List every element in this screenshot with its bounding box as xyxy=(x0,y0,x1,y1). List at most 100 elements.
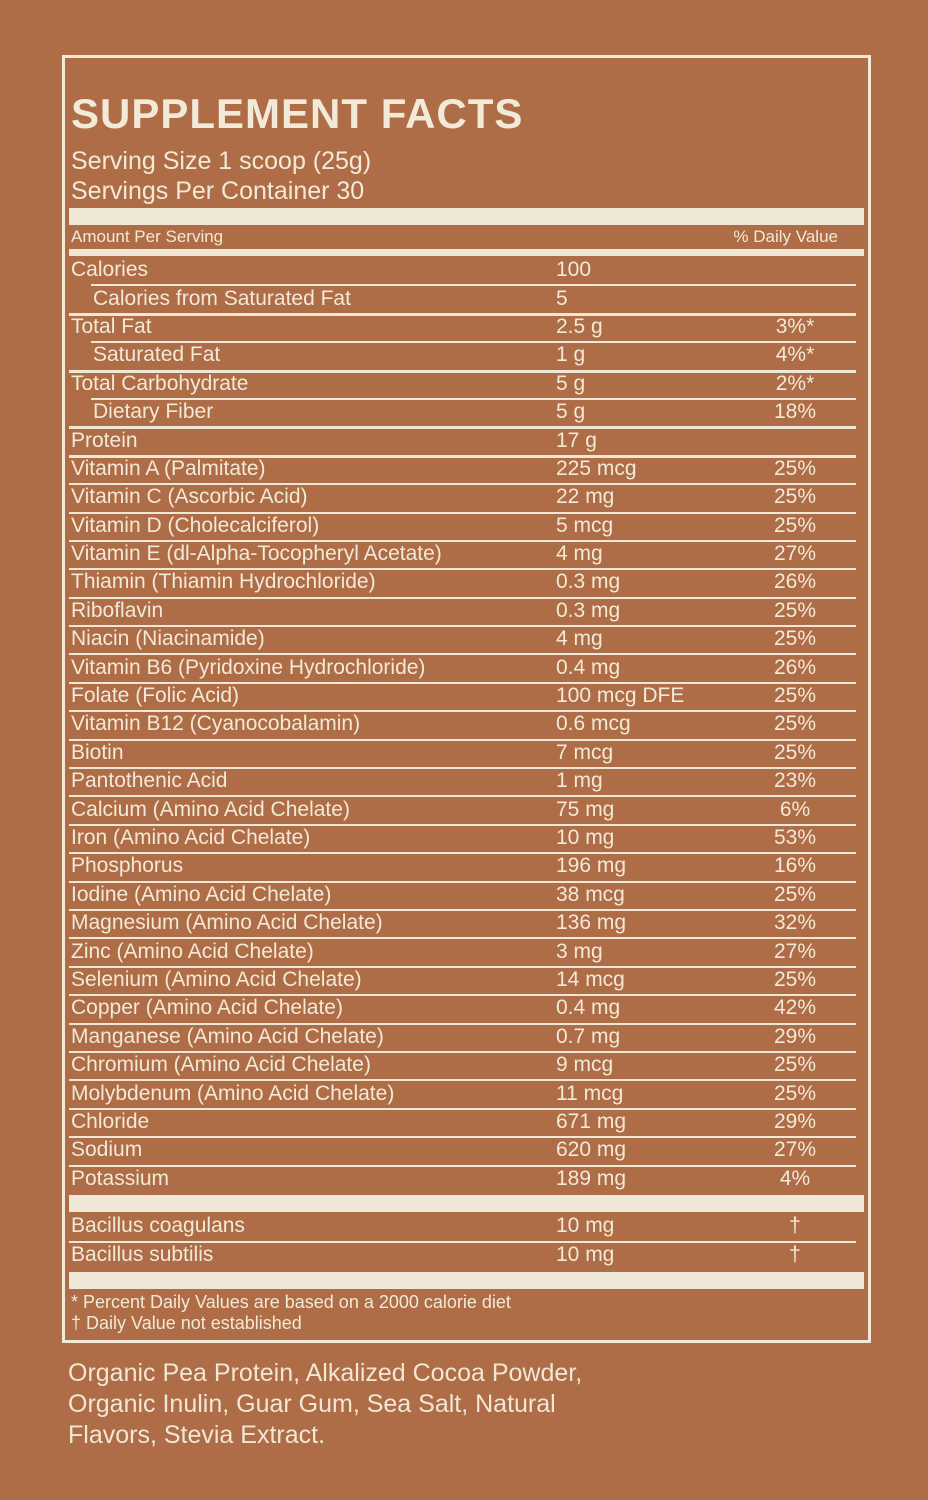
footnote-daily-value-not-established: † Daily Value not established xyxy=(71,1312,302,1333)
nutrient-daily-value: 23% xyxy=(773,769,817,793)
column-header-row: Amount Per Serving % Daily Value xyxy=(69,225,864,249)
table-row: Chloride 671 mg 29% xyxy=(69,1107,864,1136)
table-row: Iodine (Amino Acid Chelate) 38 mcg 25% xyxy=(69,880,864,909)
nutrient-amount: 620 mg xyxy=(556,1138,627,1162)
nutrient-name: Vitamin C (Ascorbic Acid) xyxy=(71,485,308,509)
table-row: Vitamin B6 (Pyridoxine Hydrochloride) 0.… xyxy=(69,653,864,681)
table-row: Vitamin B12 (Cyanocobalamin) 0.6 mcg 25% xyxy=(69,710,864,738)
nutrient-daily-value: 25% xyxy=(773,627,817,651)
nutrient-name: Vitamin A (Palmitate) xyxy=(71,456,266,480)
table-row: Sodium 620 mg 27% xyxy=(69,1136,864,1164)
nutrient-amount: 189 mg xyxy=(556,1166,627,1190)
table-row: Dietary Fiber 5 g 18% xyxy=(69,397,864,426)
nutrient-amount: 0.3 mg xyxy=(556,598,621,622)
nutrient-name: Chloride xyxy=(71,1109,150,1133)
nutrient-amount: 3 mg xyxy=(556,939,603,963)
table-row: Manganese (Amino Acid Chelate) 0.7 mg 29… xyxy=(69,1022,864,1051)
nutrient-daily-value: 26% xyxy=(773,655,817,679)
nutrient-daily-value: † xyxy=(789,1243,801,1267)
nutrient-name: Phosphorus xyxy=(71,854,184,878)
nutrient-name: Vitamin B12 (Cyanocobalamin) xyxy=(71,712,361,736)
nutrient-name: Saturated Fat xyxy=(93,343,221,367)
nutrient-daily-value: 42% xyxy=(773,996,817,1020)
table-row: Vitamin C (Ascorbic Acid) 22 mg 25% xyxy=(69,483,864,511)
nutrient-daily-value: 25% xyxy=(773,967,817,991)
table-row: Copper (Amino Acid Chelate) 0.4 mg 42% xyxy=(69,994,864,1022)
nutrient-amount: 0.4 mg xyxy=(556,996,621,1020)
nutrient-amount: 38 mcg xyxy=(556,882,625,906)
nutrient-daily-value: 18% xyxy=(773,400,817,424)
nutrient-name: Folate (Folic Acid) xyxy=(71,684,240,708)
daily-value-label: % Daily Value xyxy=(733,227,838,246)
nutrient-amount: 14 mcg xyxy=(556,967,625,991)
nutrient-daily-value: 25% xyxy=(773,712,817,736)
nutrient-amount: 225 mcg xyxy=(556,456,637,480)
nutrient-daily-value: 29% xyxy=(773,1024,817,1048)
nutrient-daily-value: 25% xyxy=(773,598,817,622)
nutrient-amount: 7 mcg xyxy=(556,740,614,764)
nutrient-name: Pantothenic Acid xyxy=(71,769,228,793)
nutrient-name: Calcium (Amino Acid Chelate) xyxy=(71,797,350,821)
nutrient-name: Chromium (Amino Acid Chelate) xyxy=(71,1053,371,1077)
nutrient-name: Calories from Saturated Fat xyxy=(93,286,351,310)
table-row: Total Carbohydrate 5 g 2%* xyxy=(69,369,864,398)
supplement-facts-panel: SUPPLEMENT FACTS Serving Size 1 scoop (2… xyxy=(62,55,871,1343)
table-row: Chromium (Amino Acid Chelate) 9 mcg 25% xyxy=(69,1050,864,1079)
nutrient-name: Calories xyxy=(71,258,149,282)
nutrient-amount: 0.6 mcg xyxy=(556,712,631,736)
panel-title: SUPPLEMENT FACTS xyxy=(71,90,524,137)
nutrient-name: Iodine (Amino Acid Chelate) xyxy=(71,882,332,906)
table-row: Thiamin (Thiamin Hydrochloride) 0.3 mg 2… xyxy=(69,568,864,596)
table-row: Calories from Saturated Fat 5 xyxy=(69,284,864,312)
servings-per-container-text: Servings Per Container 30 xyxy=(71,177,365,205)
nutrient-daily-value: 25% xyxy=(773,740,817,764)
nutrient-amount: 10 mg xyxy=(556,1214,615,1238)
nutrient-name: Vitamin D (Cholecalciferol) xyxy=(71,513,320,537)
nutrient-daily-value: 2%* xyxy=(775,371,815,395)
nutrient-amount: 136 mg xyxy=(556,911,627,935)
nutrient-name: Potassium xyxy=(71,1166,170,1190)
nutrient-daily-value: † xyxy=(789,1214,801,1238)
nutrient-daily-value: 25% xyxy=(773,1081,817,1105)
nutrient-daily-value: 25% xyxy=(773,513,817,537)
table-row: Vitamin D (Cholecalciferol) 5 mcg 25% xyxy=(69,511,864,540)
table-row: Vitamin A (Palmitate) 225 mcg 25% xyxy=(69,454,864,483)
nutrient-amount: 5 mcg xyxy=(556,513,614,537)
nutrient-name: Total Fat xyxy=(71,314,152,338)
nutrient-daily-value: 25% xyxy=(773,456,817,480)
table-row: Molybdenum (Amino Acid Chelate) 11 mcg 2… xyxy=(69,1079,864,1107)
nutrient-name: Protein xyxy=(71,428,138,452)
nutrient-amount: 1 mg xyxy=(556,769,603,793)
nutrient-daily-value: 25% xyxy=(773,485,817,509)
table-row: Selenium (Amino Acid Chelate) 14 mcg 25% xyxy=(69,965,864,994)
table-row: Saturated Fat 1 g 4%* xyxy=(69,341,864,369)
nutrient-amount: 1 g xyxy=(556,343,586,367)
serving-size-text: Serving Size 1 scoop (25g) xyxy=(71,147,372,175)
nutrient-name: Molybdenum (Amino Acid Chelate) xyxy=(71,1081,395,1105)
nutrient-name: Vitamin E (dl-Alpha-Tocopheryl Acetate) xyxy=(71,542,442,566)
probiotics-table: Bacillus coagulans 10 mg † Bacillus subt… xyxy=(69,1212,864,1270)
table-row: Calcium (Amino Acid Chelate) 75 mg 6% xyxy=(69,795,864,823)
nutrient-name: Zinc (Amino Acid Chelate) xyxy=(71,939,314,963)
table-row: Pantothenic Acid 1 mg 23% xyxy=(69,767,864,795)
nutrient-amount: 11 mcg xyxy=(556,1081,624,1105)
nutrient-amount: 10 mg xyxy=(556,1243,615,1267)
nutrient-name: Copper (Amino Acid Chelate) xyxy=(71,996,343,1020)
nutrient-daily-value: 4%* xyxy=(775,343,815,367)
nutrient-amount: 196 mg xyxy=(556,854,627,878)
table-row: Iron (Amino Acid Chelate) 10 mg 53% xyxy=(69,823,864,852)
table-row: Bacillus subtilis 10 mg † xyxy=(69,1240,864,1270)
divider-bar-probiotics xyxy=(69,1194,864,1212)
nutrient-daily-value: 25% xyxy=(773,1053,817,1077)
nutrient-name: Riboflavin xyxy=(71,598,164,622)
nutrient-name: Selenium (Amino Acid Chelate) xyxy=(71,967,362,991)
nutrient-amount: 9 mcg xyxy=(556,1053,614,1077)
nutrient-daily-value: 3%* xyxy=(775,314,815,338)
divider-bar-footnotes xyxy=(69,1271,864,1289)
nutrient-daily-value: 25% xyxy=(773,684,817,708)
nutrient-amount: 5 xyxy=(556,286,568,310)
nutrient-amount: 100 mcg DFE xyxy=(556,684,685,708)
nutrient-amount: 4 mg xyxy=(556,542,603,566)
nutrient-daily-value: 53% xyxy=(773,826,817,849)
